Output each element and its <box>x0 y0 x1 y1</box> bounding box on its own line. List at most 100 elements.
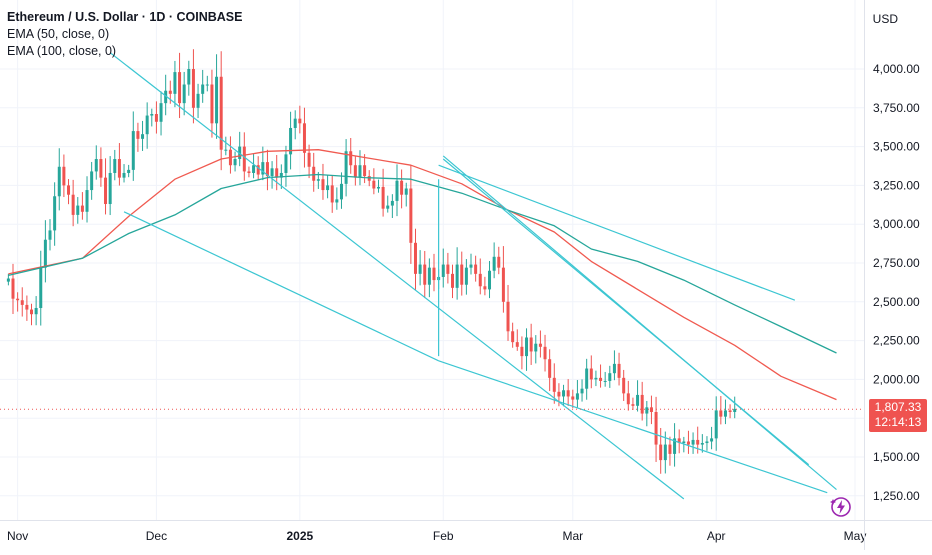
candle-body[interactable] <box>631 404 635 406</box>
candle-body[interactable] <box>80 205 84 212</box>
candle-body[interactable] <box>534 343 538 352</box>
candle-body[interactable] <box>154 114 158 122</box>
candle-body[interactable] <box>298 118 302 124</box>
candle-body[interactable] <box>363 165 367 177</box>
candle-body[interactable] <box>529 337 533 352</box>
candle-body[interactable] <box>242 146 246 172</box>
candle-body[interactable] <box>520 346 524 357</box>
candle-body[interactable] <box>548 359 552 378</box>
candle-body[interactable] <box>589 368 593 380</box>
candle-body[interactable] <box>469 264 473 268</box>
candle-body[interactable] <box>145 115 149 135</box>
candle-body[interactable] <box>626 393 630 405</box>
candle-body[interactable] <box>6 278 10 282</box>
candle-body[interactable] <box>654 411 658 445</box>
candle-body[interactable] <box>566 390 570 397</box>
candle-body[interactable] <box>571 396 575 400</box>
candle-body[interactable] <box>483 286 487 290</box>
candle-body[interactable] <box>330 185 334 203</box>
candle-body[interactable] <box>710 438 714 442</box>
candle-body[interactable] <box>122 172 126 178</box>
candle-body[interactable] <box>668 444 672 454</box>
candle-body[interactable] <box>205 84 209 86</box>
candle-body[interactable] <box>302 123 306 153</box>
candle-body[interactable] <box>173 72 177 94</box>
candle-body[interactable] <box>441 264 445 277</box>
candle-body[interactable] <box>543 346 547 360</box>
candle-body[interactable] <box>404 188 408 195</box>
candle-body[interactable] <box>575 393 579 400</box>
candle-body[interactable] <box>645 407 649 414</box>
candle-body[interactable] <box>76 205 80 215</box>
candle-body[interactable] <box>612 363 616 374</box>
candle-body[interactable] <box>446 264 450 274</box>
candle-body[interactable] <box>150 114 154 116</box>
candle-body[interactable] <box>39 267 43 309</box>
candle-body[interactable] <box>215 76 219 124</box>
candle-body[interactable] <box>728 410 732 412</box>
candle-body[interactable] <box>127 169 131 173</box>
candle-body[interactable] <box>141 134 145 139</box>
candle-body[interactable] <box>719 410 723 417</box>
candle-body[interactable] <box>25 304 29 310</box>
candle-body[interactable] <box>182 84 186 104</box>
candle-body[interactable] <box>700 443 704 445</box>
candle-body[interactable] <box>511 331 515 343</box>
symbol-title[interactable]: Ethereum / U.S. Dollar · 1D · COINBASE <box>7 10 243 24</box>
candle-body[interactable] <box>395 180 399 201</box>
candle-body[interactable] <box>733 408 737 412</box>
candle-body[interactable] <box>48 230 52 240</box>
candle-body[interactable] <box>525 337 529 357</box>
candle-body[interactable] <box>594 377 598 380</box>
currency-label[interactable]: USD <box>872 12 898 26</box>
candle-body[interactable] <box>159 103 163 122</box>
candle-body[interactable] <box>663 444 667 461</box>
candle-body[interactable] <box>293 118 297 128</box>
candle-body[interactable] <box>682 441 686 444</box>
candle-body[interactable] <box>108 172 112 205</box>
candle-body[interactable] <box>16 298 20 301</box>
candle-body[interactable] <box>617 363 621 378</box>
candle-body[interactable] <box>326 185 330 191</box>
candle-body[interactable] <box>603 380 607 382</box>
trendline[interactable] <box>442 158 810 466</box>
candle-body[interactable] <box>585 368 589 389</box>
ema50-line[interactable] <box>8 149 837 401</box>
candle-body[interactable] <box>552 377 556 392</box>
candle-body[interactable] <box>312 166 316 181</box>
candle-body[interactable] <box>85 190 89 212</box>
candle-body[interactable] <box>71 194 75 215</box>
candle-body[interactable] <box>557 391 561 397</box>
candle-body[interactable] <box>196 93 200 108</box>
candle-body[interactable] <box>164 90 168 104</box>
candle-body[interactable] <box>284 154 288 173</box>
trendline[interactable] <box>109 52 685 500</box>
candle-body[interactable] <box>418 264 422 274</box>
candle-body[interactable] <box>201 84 205 94</box>
candle-body[interactable] <box>691 439 695 445</box>
candle-body[interactable] <box>608 373 612 381</box>
candle-body[interactable] <box>506 301 510 332</box>
candle-body[interactable] <box>423 264 427 285</box>
candle-body[interactable] <box>455 264 459 288</box>
candle-body[interactable] <box>723 410 727 417</box>
candle-body[interactable] <box>168 90 172 94</box>
candle-body[interactable] <box>117 159 121 178</box>
candle-body[interactable] <box>20 300 24 305</box>
candle-body[interactable] <box>289 127 293 155</box>
candle-body[interactable] <box>178 72 182 104</box>
candle-body[interactable] <box>427 267 431 285</box>
candle-body[interactable] <box>136 131 140 139</box>
candle-body[interactable] <box>705 441 709 444</box>
candle-body[interactable] <box>677 438 681 444</box>
candle-body[interactable] <box>321 179 325 191</box>
candle-body[interactable] <box>187 69 191 85</box>
candle-body[interactable] <box>622 377 626 394</box>
candle-body[interactable] <box>53 196 57 231</box>
candle-body[interactable] <box>94 159 98 172</box>
candle-body[interactable] <box>580 388 584 394</box>
candle-body[interactable] <box>599 377 603 381</box>
candle-body[interactable] <box>219 76 223 150</box>
